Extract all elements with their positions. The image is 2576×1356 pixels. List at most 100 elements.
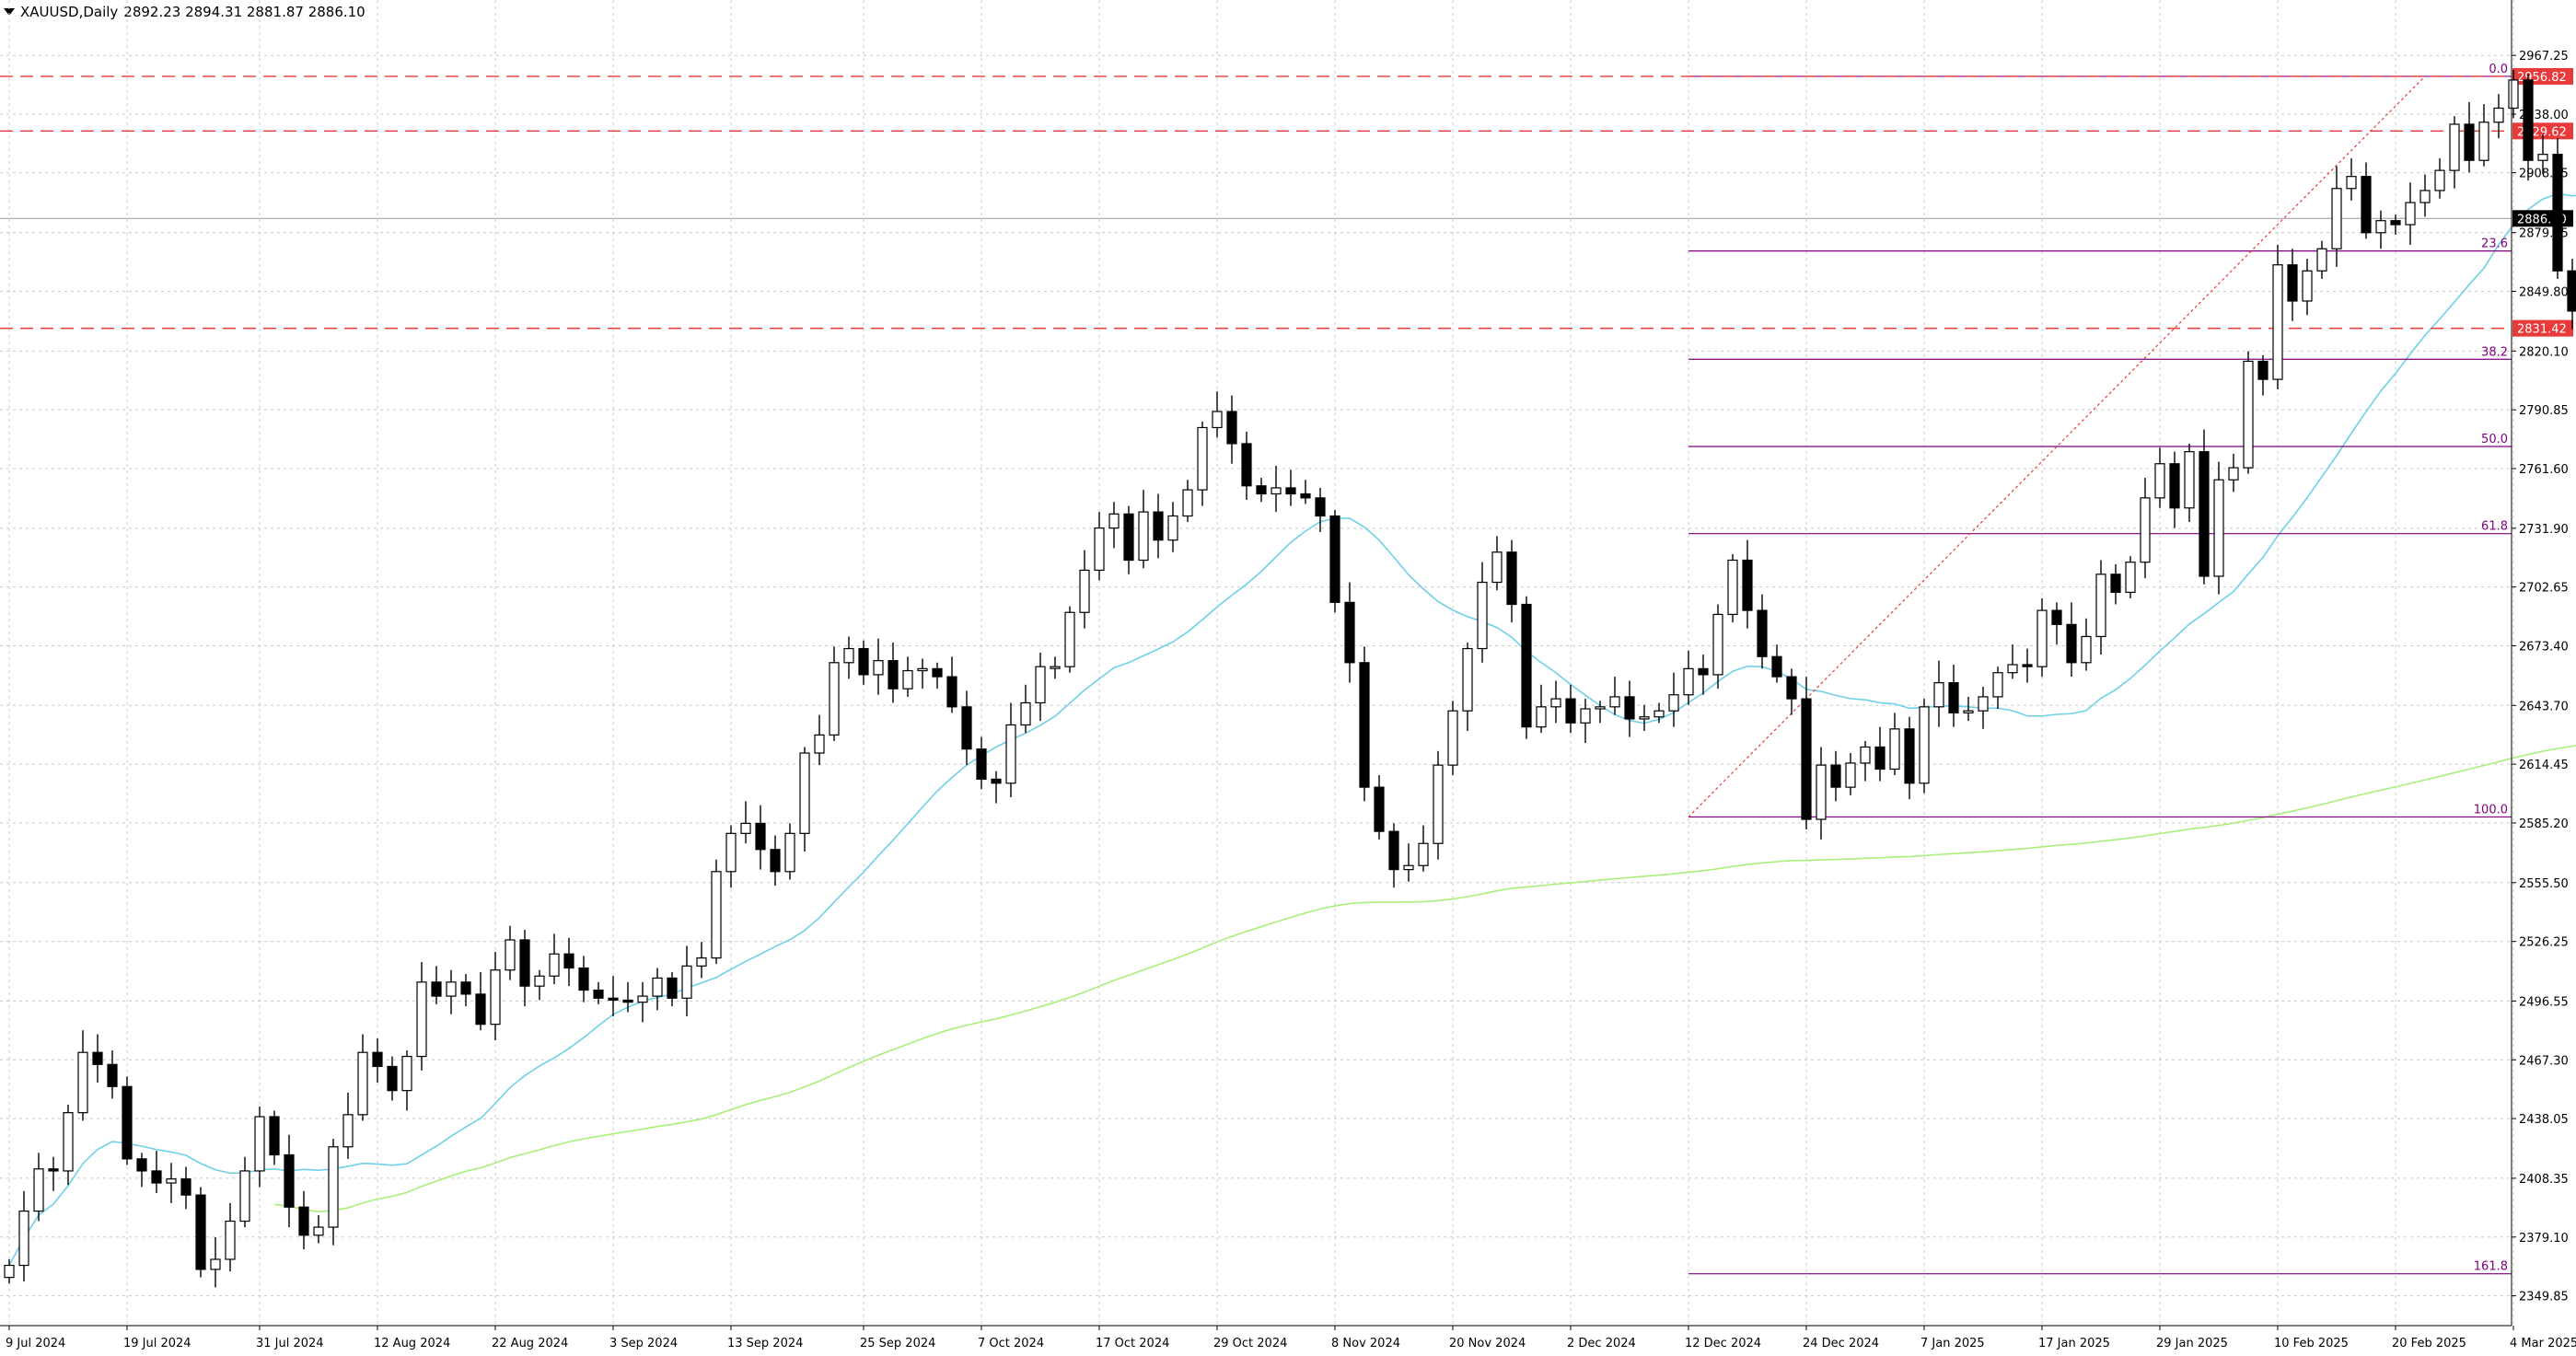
candles [4,70,2576,1288]
candle-bull [1595,706,1606,710]
fib-level-label: 23.6 [2481,238,2508,251]
price-tick-label: 2585.20 [2519,817,2569,831]
candle-bear [1256,485,1267,495]
time-axis: 9 Jul 2024 19 Jul 2024 31 Jul 2024 12 Aug 2… [0,1325,2576,1350]
candle-bear [298,1206,309,1236]
time-tick-label: 7 Jan 2025 [1920,1337,1985,1350]
candle-bear [1742,559,1753,611]
candle-bear [195,1194,206,1270]
candle-bear [1344,601,1355,664]
candle-bull [1550,698,1561,708]
candle-bear [1948,682,1959,713]
candle-bear [269,1116,280,1156]
candle-bull [1536,706,1547,728]
candle-bull [490,969,501,1026]
candle-bull [1403,864,1414,871]
candle-bull [63,1112,74,1172]
price-tick-label: 2761.60 [2519,463,2569,477]
price-tick-label: 2643.70 [2519,700,2569,713]
candle-bear [858,647,869,676]
candle-bear [387,1065,398,1092]
candle-bull [1683,667,1694,696]
time-tick-label: 13 Sep 2024 [727,1337,803,1350]
candle-bull [1050,666,1061,669]
candle-bear [2287,264,2298,302]
candle-bear [770,849,781,873]
candle-bull [1889,728,1900,771]
time-tick-label: 2 Dec 2024 [1567,1337,1636,1350]
candle-bull [2184,451,2195,509]
fib-level-label: 100.0 [2474,803,2508,817]
candle-bull [1447,710,1458,766]
dropdown-triangle-icon[interactable] [4,8,15,16]
candle-bull [2508,79,2519,110]
candle-bull [1933,682,1944,708]
candle-bear [1757,609,1768,657]
price-tick-label: 2467.30 [2519,1054,2569,1068]
candle-bull [2302,270,2313,302]
candle-bull [1108,513,1120,529]
candle-bull [1462,647,1473,712]
price-tick-label: 2349.85 [2519,1291,2569,1304]
candle-bull [829,662,840,736]
ma-fast-line [8,192,2576,1266]
candle-bear [2199,451,2210,577]
candle-bear [1874,746,1886,771]
price-tick-label: 2438.05 [2519,1113,2569,1127]
moving-averages [8,192,2576,1266]
candle-bull [637,995,648,1003]
candle-bear [1771,655,1782,678]
candle-bull [4,1264,15,1279]
candle-bull [2140,497,2151,563]
time-tick-label: 25 Sep 2024 [860,1337,935,1350]
candle-bull [166,1178,177,1184]
candle-bull [313,1226,324,1236]
candle-bull [1212,411,1223,429]
candle-bull [1816,764,1827,820]
candle-bear [284,1153,295,1208]
grid-lines [0,0,2514,1326]
candle-bull [1138,511,1149,562]
candle-bear [1786,676,1797,700]
candle-bull [401,1055,412,1092]
candle-bull [77,1051,88,1114]
candle-bull [2493,107,2504,123]
candle-bull [1005,724,1016,784]
candle-bull [1609,696,1620,708]
candle-bull [1727,559,1738,616]
candle-bear [92,1051,103,1065]
candle-bear [2523,79,2534,161]
price-tick-label: 2526.25 [2519,936,2569,950]
fib-level-label: 50.0 [2481,433,2508,446]
candle-bull [917,667,928,672]
candle-bear [48,1168,59,1172]
candle-bear [122,1085,133,1160]
price-tick-label: 2673.40 [2519,640,2569,654]
candle-bull [210,1258,221,1270]
candle-bull [2346,176,2357,190]
candle-bull [254,1116,265,1172]
candle-bull [2036,609,2048,667]
time-tick-label: 17 Oct 2024 [1096,1337,1169,1350]
time-tick-label: 31 Jul 2024 [256,1337,324,1350]
candle-bear [2169,463,2180,509]
time-tick-label: 19 Jul 2024 [123,1337,191,1350]
fib-level-label: 38.2 [2481,345,2508,359]
candle-bear [1374,786,1385,832]
candle-bull [681,965,692,999]
time-tick-label: 17 Jan 2025 [2038,1337,2110,1350]
candle-bear [888,660,899,690]
candle-bull [2125,562,2136,594]
candle-bear [1830,764,1841,788]
candle-bull [873,660,884,676]
candle-bull [1433,764,1444,844]
candle-bear [1329,515,1340,603]
price-tick-label: 2555.50 [2519,877,2569,891]
price-tick-label: 2790.85 [2519,404,2569,418]
price-tick-label: 2908.85 [2519,168,2569,181]
candle-bull [740,822,751,834]
candle-bear [2066,623,2077,664]
candle-bear [608,997,619,1002]
time-tick-label: 9 Jul 2024 [6,1337,65,1350]
